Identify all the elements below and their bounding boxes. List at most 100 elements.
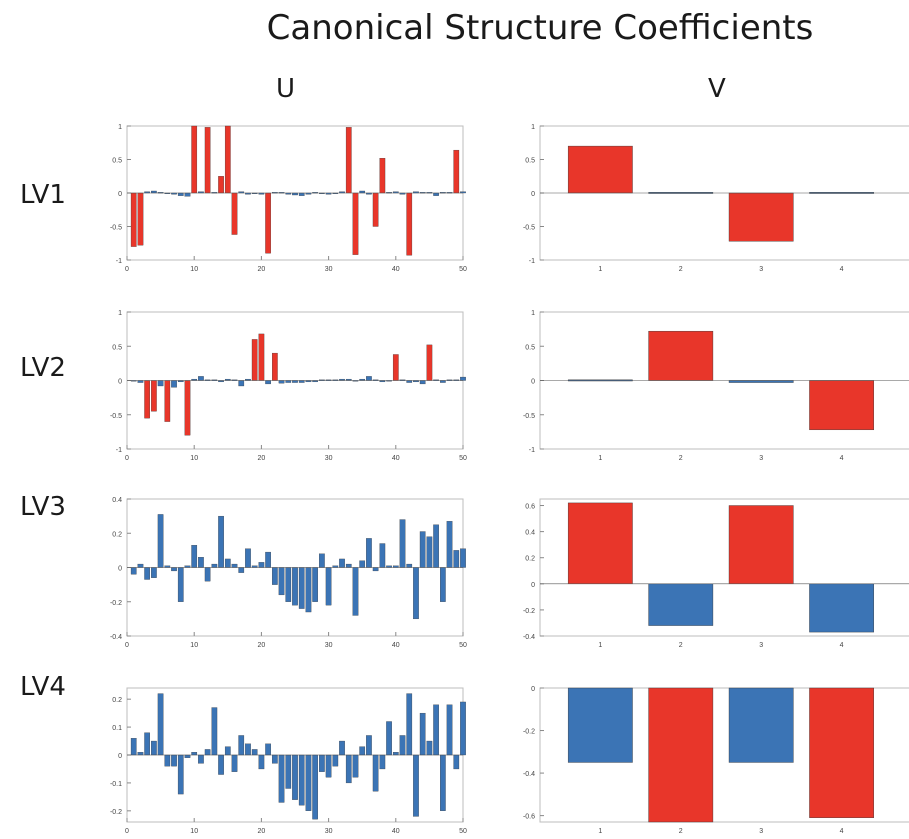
panel-lv1-u-xtick-label: 50 xyxy=(459,266,467,273)
panel-lv4-u-xtick-label: 40 xyxy=(392,828,400,835)
panel-lv1-v-bar xyxy=(728,192,794,242)
panel-lv2-u-bar xyxy=(406,380,413,383)
panel-lv4-u-xtick-label: 20 xyxy=(258,828,266,835)
panel-lv1-u-bar xyxy=(453,149,460,194)
panel-lv3-u-bar xyxy=(319,553,325,568)
panel-lv3-u-bar xyxy=(157,514,164,568)
panel-lv1-u-bar xyxy=(218,176,224,194)
panel-lv3-u-bar xyxy=(137,563,144,568)
panel-lv4-u-bar xyxy=(392,752,399,756)
panel-lv2-u-bar xyxy=(137,380,144,383)
panel-lv2-u-ytick-label: 0.5 xyxy=(112,344,122,351)
panel-lv3-u-bar xyxy=(379,543,386,568)
panel-lv3-u-xtick-label: 10 xyxy=(190,642,198,649)
panel-lv1-v-ytick-label: 0 xyxy=(531,191,535,198)
panel-lv4-u-bar xyxy=(245,743,251,756)
panel-lv2-u-bar xyxy=(157,380,164,387)
panel-lv2-u-xtick-label: 10 xyxy=(190,455,198,462)
panel-lv3-u-xtick-label: 20 xyxy=(258,642,266,649)
panel-lv2-u-bar xyxy=(251,339,258,381)
panel-lv1-v-ytick-label: -1 xyxy=(529,258,535,265)
panel-lv4-u-ytick-label: 0.1 xyxy=(112,725,122,732)
panel-lv2-v-ytick-label: 1 xyxy=(531,310,535,317)
panel-lv3-u-bar xyxy=(366,538,372,568)
panel-lv4-u-bar xyxy=(339,740,345,756)
panel-lv2-u-ytick-label: 0 xyxy=(118,379,122,386)
panel-lv3-u-bar xyxy=(191,545,198,568)
panel-lv4-u-bar xyxy=(379,754,386,770)
panel-lv4-u-bar xyxy=(399,735,406,756)
panel-lv2-u-bar xyxy=(366,376,372,381)
panel-lv3-v-ytick-label: 0.2 xyxy=(525,556,535,563)
panel-lv2-u-xtick-label: 0 xyxy=(125,455,129,462)
panel-lv4-u-bar xyxy=(366,735,372,756)
panel-lv3-u-ytick-label: 0 xyxy=(118,566,122,573)
panel-lv1-v-xtick-label: 2 xyxy=(679,266,683,273)
panel-lv1-u-ytick-label: -1 xyxy=(116,258,122,265)
panel-lv3-u-bar xyxy=(285,567,292,602)
panel-lv4-u-bar xyxy=(446,704,453,756)
panel-lv3-u-bar xyxy=(359,560,366,568)
panel-lv3-u-bar xyxy=(211,563,218,568)
panel-lv2-v-xtick-label: 4 xyxy=(840,455,844,462)
panel-lv4-u-bar xyxy=(198,754,204,764)
panel-lv4-u-ytick-label: -0.1 xyxy=(110,781,122,788)
panel-lv3-u-bar xyxy=(440,567,446,602)
panel-lv4-u-bar xyxy=(272,754,278,764)
panel-lv2-v-bar xyxy=(809,380,875,431)
panel-lv4-u-bar xyxy=(292,754,298,800)
panel-lv3-u-xtick-label: 30 xyxy=(325,642,333,649)
panel-lv4-u-bar xyxy=(440,754,446,811)
panel-lv2-u-bar xyxy=(392,354,399,381)
panel-lv3-u-bar xyxy=(419,531,426,568)
panel-lv3-u-bar xyxy=(218,515,224,568)
panel-lv2-u-bar xyxy=(298,380,305,383)
panel-lv3-u-bar xyxy=(144,567,150,580)
panel-lv2-u-ytick-label: -1 xyxy=(116,447,122,454)
panel-lv2-u-ytick-label: 1 xyxy=(118,310,122,317)
panel-lv2-v-xtick-label: 1 xyxy=(598,455,602,462)
panel-lv3-u-bar xyxy=(204,567,211,582)
panel-lv4-v-bar xyxy=(809,687,875,818)
panel-lv1-u-xtick-label: 30 xyxy=(325,266,333,273)
panel-lv3-v-xtick-label: 1 xyxy=(598,642,602,649)
panel-lv4-u-ytick-label: 0 xyxy=(118,753,122,760)
panel-lv4-u-bar xyxy=(319,754,325,772)
panel-lv4-u-bar xyxy=(433,704,439,756)
panel-lv4-u-bar xyxy=(231,754,238,772)
panel-lv4-u-bar xyxy=(184,754,191,758)
row-label-lv2: LV2 xyxy=(20,353,66,383)
panel-lv2-u-bar xyxy=(272,352,278,381)
panel-lv1-u-bar xyxy=(137,192,144,246)
column-header-u: U xyxy=(276,74,296,104)
panel-lv4-u-bar xyxy=(426,740,433,756)
panel-lv3-u-bar xyxy=(426,536,433,568)
panel-lv2-u-bar xyxy=(265,380,271,385)
panel-lv1-u-bar xyxy=(191,125,198,194)
panel-lv2-u-bar xyxy=(419,380,426,385)
panel-lv2-v-xtick-label: 2 xyxy=(679,455,683,462)
panel-lv1-u-bar xyxy=(151,190,157,194)
panel-lv4-u-bar xyxy=(157,693,164,756)
panel-lv1-u-bar xyxy=(292,192,298,196)
panel-lv3-u-bar xyxy=(298,567,305,609)
panel-lv1-u-bar xyxy=(379,158,386,194)
panel-lv2-u-xtick-label: 30 xyxy=(325,455,333,462)
panel-lv3-u-bar xyxy=(406,563,413,568)
panel-lv3-u-bar xyxy=(130,567,137,575)
panel-lv3-u-bar xyxy=(413,567,419,620)
panel-lv1-u-bar xyxy=(204,127,211,194)
row-label-lv4: LV4 xyxy=(20,672,66,702)
panel-lv3-u-ytick-label: -0.4 xyxy=(110,634,122,641)
panel-lv3-u-bar xyxy=(352,567,359,616)
panel-lv1-u-ytick-label: -0.5 xyxy=(110,225,122,232)
panel-lv4-u-bar xyxy=(238,735,245,756)
panel-lv3-u-bar xyxy=(292,567,298,606)
panel-lv4-v-ytick-label: -0.2 xyxy=(523,729,535,736)
panel-lv4-u-bar xyxy=(137,752,144,756)
panel-lv2-u-bar xyxy=(151,380,157,412)
panel-lv3-u-bar xyxy=(245,548,251,568)
panel-lv3-u-bar xyxy=(305,567,312,613)
panel-lv3-u-bar xyxy=(278,567,285,596)
